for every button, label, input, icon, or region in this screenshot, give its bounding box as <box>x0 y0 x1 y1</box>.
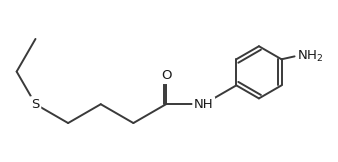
Text: O: O <box>161 69 171 82</box>
Text: NH: NH <box>194 98 214 111</box>
Text: NH$_2$: NH$_2$ <box>297 49 324 64</box>
Text: S: S <box>31 98 40 111</box>
